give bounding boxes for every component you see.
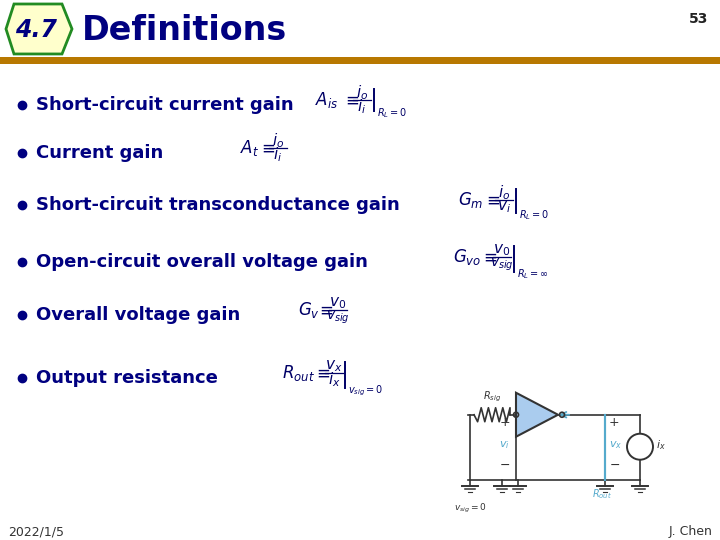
- Text: $i_o$: $i_o$: [356, 84, 368, 102]
- Text: Output resistance: Output resistance: [36, 369, 218, 387]
- Text: $v_i$: $v_i$: [497, 199, 511, 215]
- Text: $\equiv$: $\equiv$: [483, 191, 500, 209]
- Text: $v_i$: $v_i$: [499, 439, 510, 450]
- Text: Current gain: Current gain: [36, 144, 163, 162]
- Text: $A_t$: $A_t$: [240, 138, 259, 158]
- Text: Short-circuit transconductance gain: Short-circuit transconductance gain: [36, 196, 400, 214]
- Text: $\equiv$: $\equiv$: [342, 91, 359, 109]
- Text: $R_L=0$: $R_L=0$: [519, 208, 549, 222]
- Text: Definitions: Definitions: [82, 15, 287, 48]
- Text: Open-circuit overall voltage gain: Open-circuit overall voltage gain: [36, 253, 368, 271]
- Text: $\equiv$: $\equiv$: [480, 248, 498, 266]
- Text: $i_i$: $i_i$: [274, 146, 282, 164]
- Text: $v_x$: $v_x$: [609, 439, 622, 450]
- Text: $R_L=\infty$: $R_L=\infty$: [517, 267, 549, 281]
- Text: 2022/1/5: 2022/1/5: [8, 525, 64, 538]
- Text: 4.7: 4.7: [15, 18, 57, 42]
- Text: Overall voltage gain: Overall voltage gain: [36, 306, 240, 324]
- Text: $-$: $-$: [609, 458, 620, 471]
- Text: 53: 53: [688, 12, 708, 26]
- FancyBboxPatch shape: [0, 57, 720, 64]
- Text: $v_x$: $v_x$: [325, 358, 343, 374]
- Text: $i_i$: $i_i$: [357, 98, 366, 116]
- Polygon shape: [516, 393, 558, 437]
- Text: $i_x$: $i_x$: [328, 370, 341, 389]
- Text: $v_0$: $v_0$: [493, 242, 510, 258]
- Text: $i_x$: $i_x$: [656, 438, 666, 451]
- Text: $\equiv$: $\equiv$: [258, 139, 275, 157]
- Text: $G_v$: $G_v$: [298, 300, 320, 320]
- Text: $i_o$: $i_o$: [272, 132, 284, 150]
- Text: J. Chen: J. Chen: [668, 525, 712, 538]
- Text: $R_L=0$: $R_L=0$: [377, 106, 408, 120]
- Text: Short-circuit current gain: Short-circuit current gain: [36, 96, 294, 114]
- Text: +: +: [609, 416, 620, 429]
- Circle shape: [627, 434, 653, 460]
- Text: $G_{vo}$: $G_{vo}$: [453, 247, 482, 267]
- Text: $\equiv$: $\equiv$: [313, 364, 330, 382]
- Text: $R_{out}$: $R_{out}$: [592, 488, 612, 502]
- Text: $v_{sig}=0$: $v_{sig}=0$: [454, 502, 487, 515]
- Text: $R_{sig}$: $R_{sig}$: [483, 389, 501, 404]
- Polygon shape: [6, 4, 72, 54]
- Text: $\equiv$: $\equiv$: [316, 301, 333, 319]
- Text: $-$: $-$: [499, 458, 510, 471]
- Text: $G_m$: $G_m$: [458, 190, 483, 210]
- Text: $v_{sig}=0$: $v_{sig}=0$: [348, 383, 383, 398]
- Text: +: +: [500, 416, 510, 429]
- Text: $i_o$: $i_o$: [498, 184, 510, 202]
- Text: $v_{sig}$: $v_{sig}$: [326, 309, 350, 326]
- Text: $v_0$: $v_0$: [330, 295, 346, 310]
- Text: $A_{is}$: $A_{is}$: [315, 90, 338, 110]
- Text: $R_{out}$: $R_{out}$: [282, 363, 315, 383]
- Text: $v_{sig}$: $v_{sig}$: [490, 256, 514, 273]
